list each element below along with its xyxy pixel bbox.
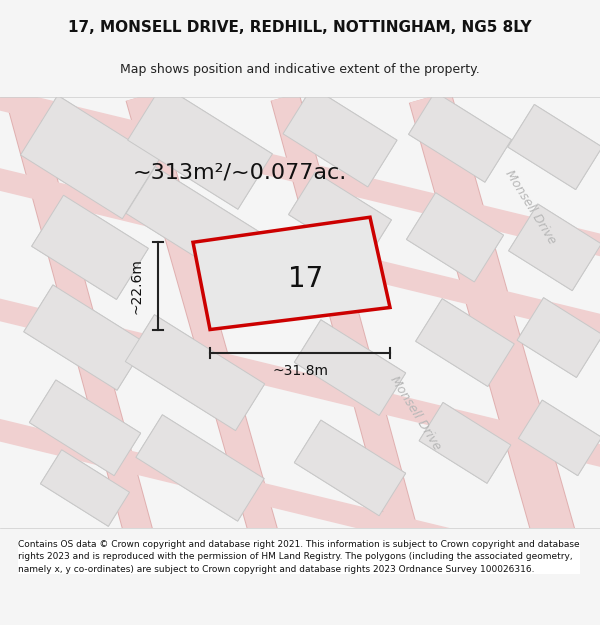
Polygon shape (295, 420, 406, 516)
Polygon shape (409, 92, 511, 182)
Polygon shape (283, 87, 397, 187)
Polygon shape (29, 380, 140, 476)
Polygon shape (24, 285, 146, 390)
Polygon shape (0, 166, 600, 338)
Polygon shape (126, 167, 274, 288)
Polygon shape (518, 400, 600, 476)
Polygon shape (20, 96, 160, 219)
Polygon shape (125, 315, 265, 431)
Polygon shape (128, 85, 272, 209)
Polygon shape (126, 167, 274, 288)
Polygon shape (5, 93, 154, 542)
Polygon shape (289, 172, 391, 262)
Text: ~22.6m: ~22.6m (129, 258, 143, 314)
Text: Monsell Drive: Monsell Drive (387, 373, 443, 452)
Polygon shape (24, 285, 146, 390)
Polygon shape (7, 93, 154, 542)
Polygon shape (409, 92, 511, 182)
Polygon shape (407, 192, 503, 282)
Polygon shape (271, 93, 419, 542)
Polygon shape (125, 315, 265, 431)
Polygon shape (295, 320, 406, 416)
Polygon shape (508, 104, 600, 189)
Polygon shape (125, 92, 280, 542)
Polygon shape (283, 87, 397, 187)
Polygon shape (295, 420, 406, 516)
Polygon shape (127, 93, 278, 542)
Polygon shape (508, 104, 600, 189)
Polygon shape (409, 91, 576, 544)
Text: Contains OS data © Crown copyright and database right 2021. This information is : Contains OS data © Crown copyright and d… (18, 540, 580, 574)
Polygon shape (0, 86, 600, 258)
Polygon shape (518, 400, 600, 476)
Polygon shape (32, 195, 148, 299)
Polygon shape (295, 320, 406, 416)
Text: ~31.8m: ~31.8m (272, 364, 328, 378)
Polygon shape (32, 195, 148, 299)
Polygon shape (517, 298, 600, 378)
Polygon shape (29, 380, 140, 476)
Polygon shape (40, 450, 130, 526)
Polygon shape (271, 93, 419, 542)
Polygon shape (128, 85, 272, 209)
Text: ~313m²/~0.077ac.: ~313m²/~0.077ac. (133, 162, 347, 182)
Polygon shape (0, 417, 600, 589)
Text: Map shows position and indicative extent of the property.: Map shows position and indicative extent… (120, 63, 480, 76)
Polygon shape (20, 96, 160, 219)
Polygon shape (416, 299, 514, 386)
Polygon shape (136, 415, 264, 521)
Polygon shape (136, 415, 264, 521)
Polygon shape (416, 299, 514, 386)
Polygon shape (0, 297, 600, 469)
Polygon shape (40, 450, 130, 526)
Text: 17, MONSELL DRIVE, REDHILL, NOTTINGHAM, NG5 8LY: 17, MONSELL DRIVE, REDHILL, NOTTINGHAM, … (68, 19, 532, 34)
Polygon shape (410, 91, 575, 544)
Polygon shape (407, 192, 503, 282)
Polygon shape (193, 217, 390, 329)
Polygon shape (419, 402, 511, 483)
Polygon shape (509, 204, 600, 291)
Text: 17: 17 (288, 265, 323, 293)
Polygon shape (289, 172, 391, 262)
Text: Monsell Drive: Monsell Drive (502, 168, 558, 247)
Polygon shape (419, 402, 511, 483)
Polygon shape (509, 204, 600, 291)
Polygon shape (517, 298, 600, 378)
